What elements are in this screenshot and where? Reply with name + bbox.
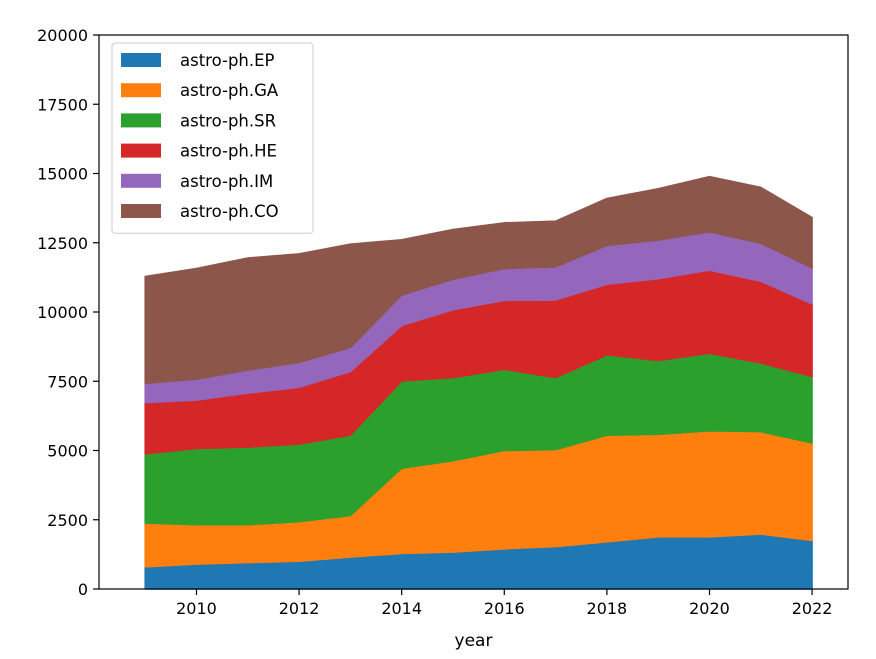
legend-label: astro-ph.GA	[180, 81, 279, 100]
legend-swatch	[121, 143, 161, 158]
legend-swatch	[121, 83, 161, 98]
legend-swatch	[121, 173, 161, 188]
area-series-group	[144, 175, 813, 590]
y-tick-label: 10000	[37, 303, 88, 322]
legend-label: astro-ph.SR	[180, 111, 276, 130]
legend-label: astro-ph.HE	[180, 142, 277, 161]
y-tick-label: 17500	[37, 95, 88, 114]
legend-label: astro-ph.CO	[180, 202, 279, 221]
legend-label: astro-ph.IM	[180, 172, 273, 191]
x-tick-label: 2022	[792, 599, 833, 618]
x-tick-label: 2016	[484, 599, 525, 618]
area-astro-ph-CO	[144, 175, 813, 384]
y-tick-label: 5000	[47, 442, 88, 461]
axes-group: 2010 2012 2014 2016 2018 2020 2022 0 2500 5000 750…	[37, 26, 849, 618]
x-tick-label: 2020	[689, 599, 730, 618]
x-tick-label: 2018	[587, 599, 628, 618]
legend-frame	[111, 42, 314, 234]
y-tick-label: 2500	[47, 511, 88, 530]
legend-swatch	[121, 53, 161, 67]
y-tick-label: 0	[78, 580, 88, 599]
x-axis-label: year	[455, 631, 493, 651]
legend: astro-ph.EP astro-ph.GA astro-ph.SR astro-p…	[111, 42, 314, 234]
legend-swatch	[121, 204, 161, 218]
x-tick-label: 2014	[381, 599, 422, 618]
y-tick-label: 15000	[37, 165, 88, 184]
y-tick-label: 20000	[37, 26, 88, 45]
legend-label: astro-ph.EP	[180, 51, 275, 70]
legend-swatch	[121, 113, 161, 128]
x-tick-label: 2010	[176, 599, 217, 618]
y-tick-label: 7500	[47, 372, 88, 391]
x-tick-label: 2012	[279, 599, 320, 618]
y-tick-label: 12500	[37, 234, 88, 253]
